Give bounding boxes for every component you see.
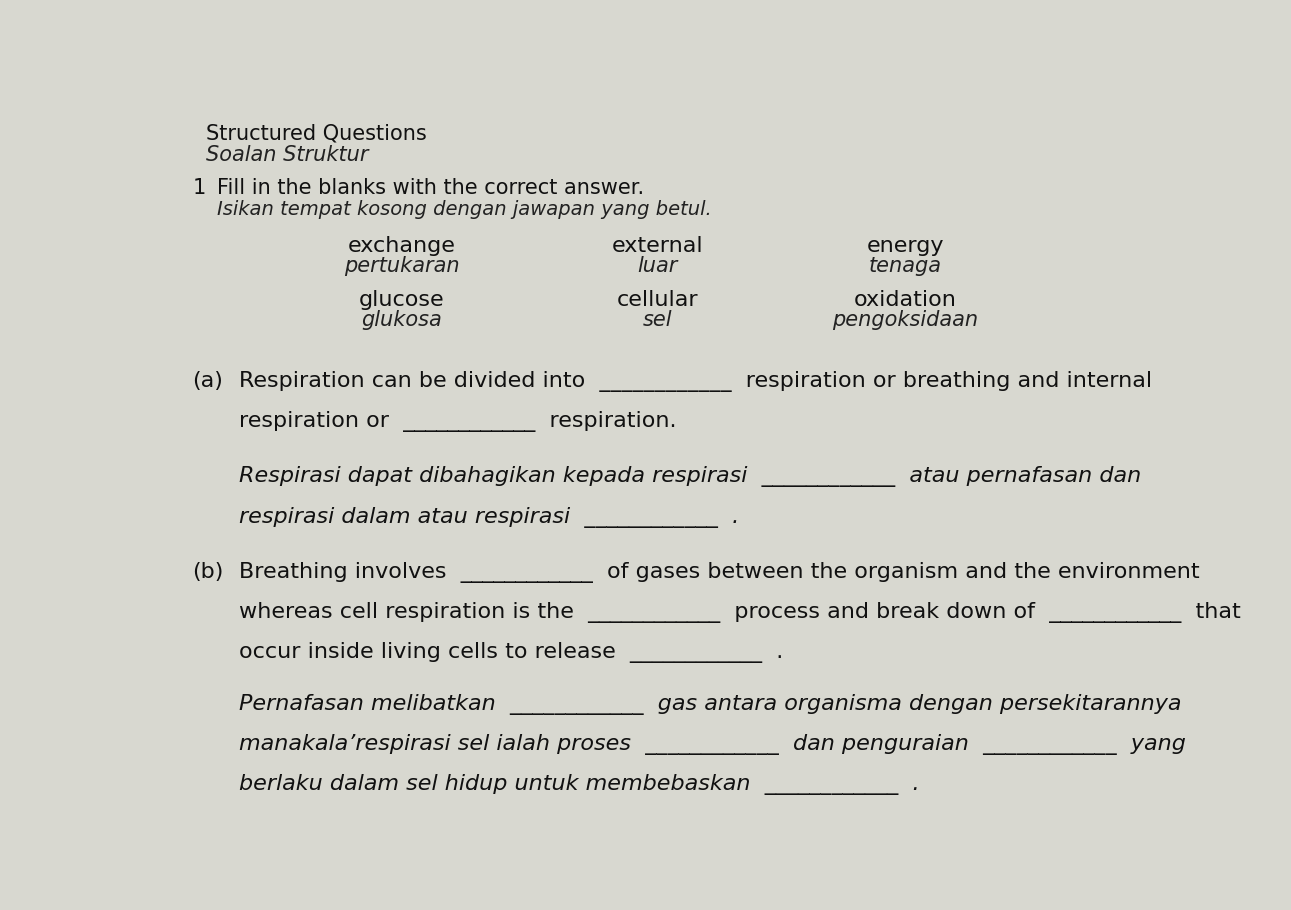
Text: external: external	[612, 237, 704, 257]
Text: exchange: exchange	[347, 237, 456, 257]
Text: Respiration can be divided into  ____________  respiration or breathing and inte: Respiration can be divided into ________…	[239, 371, 1152, 392]
Text: (b): (b)	[192, 562, 223, 582]
Text: Soalan Struktur: Soalan Struktur	[207, 145, 369, 165]
Text: Isikan tempat kosong dengan jawapan yang betul.: Isikan tempat kosong dengan jawapan yang…	[217, 200, 711, 219]
Text: 1: 1	[192, 178, 205, 198]
Text: (a): (a)	[192, 371, 223, 391]
Text: Breathing involves  ____________  of gases between the organism and the environm: Breathing involves ____________ of gases…	[239, 562, 1199, 583]
Text: pertukaran: pertukaran	[343, 257, 460, 277]
Text: Structured Questions: Structured Questions	[207, 123, 427, 143]
Text: Pernafasan melibatkan  ____________  gas antara organisma dengan persekitarannya: Pernafasan melibatkan ____________ gas a…	[239, 693, 1181, 714]
Text: occur inside living cells to release  ____________  .: occur inside living cells to release ___…	[239, 642, 784, 663]
Text: whereas cell respiration is the  ____________  process and break down of  ______: whereas cell respiration is the ________…	[239, 602, 1241, 623]
Text: sel: sel	[643, 310, 673, 330]
Text: energy: energy	[866, 237, 944, 257]
Text: respiration or  ____________  respiration.: respiration or ____________ respiration.	[239, 411, 676, 432]
Text: berlaku dalam sel hidup untuk membebaskan  ____________  .: berlaku dalam sel hidup untuk membebaska…	[239, 774, 919, 794]
Text: luar: luar	[638, 257, 678, 277]
Text: manakala’respirasi sel ialah proses  ____________  dan penguraian  ____________ : manakala’respirasi sel ialah proses ____…	[239, 733, 1185, 754]
Text: oxidation: oxidation	[853, 290, 957, 310]
Text: glucose: glucose	[359, 290, 444, 310]
Text: Fill in the blanks with the correct answer.: Fill in the blanks with the correct answ…	[217, 178, 644, 198]
Text: Respirasi dapat dibahagikan kepada respirasi  ____________  atau pernafasan dan: Respirasi dapat dibahagikan kepada respi…	[239, 467, 1141, 488]
Text: cellular: cellular	[617, 290, 698, 310]
Text: respirasi dalam atau respirasi  ____________  .: respirasi dalam atau respirasi _________…	[239, 507, 740, 528]
Text: tenaga: tenaga	[869, 257, 942, 277]
Text: glukosa: glukosa	[361, 310, 442, 330]
Text: pengoksidaan: pengoksidaan	[833, 310, 979, 330]
